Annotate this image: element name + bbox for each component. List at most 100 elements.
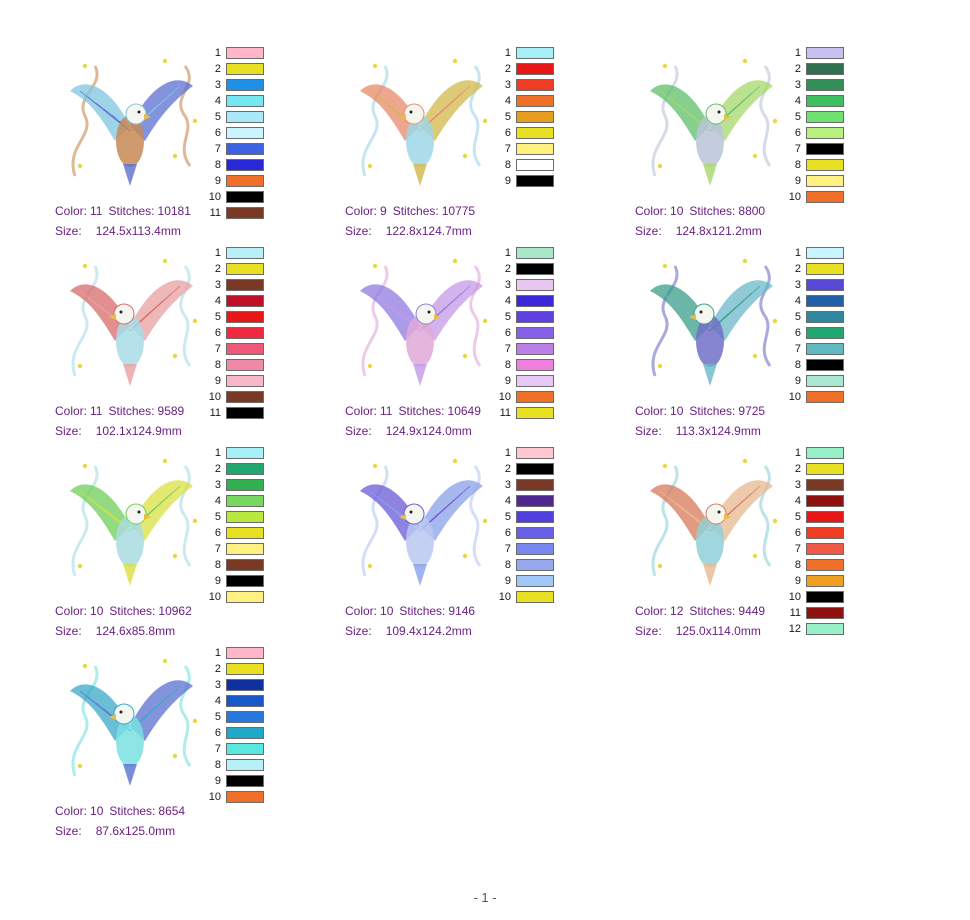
thread-color-number: 10: [208, 591, 221, 603]
thread-color-row: 8: [785, 558, 855, 574]
thread-color-number: 7: [794, 143, 801, 155]
thread-color-row: 10: [785, 390, 855, 406]
thread-color-row: 10: [205, 590, 275, 606]
thread-color-number: 2: [214, 263, 221, 275]
thread-color-number: 11: [209, 407, 221, 419]
thread-color-number: 2: [504, 63, 511, 75]
thread-color-swatch: [226, 511, 264, 523]
thread-color-swatch: [806, 543, 844, 555]
thread-color-row: 9: [495, 174, 565, 190]
thread-color-swatch: [806, 247, 844, 259]
thread-color-row: 8: [495, 558, 565, 574]
thread-color-swatch: [516, 447, 554, 459]
thread-color-swatch: [226, 343, 264, 355]
thread-color-row: 2: [205, 262, 275, 278]
thread-color-row: 1: [495, 446, 565, 462]
stitches-label: Stitches:: [392, 204, 439, 218]
thread-color-list: 1 2 3 4 5 6 7 8 9 10 11 12: [785, 446, 855, 638]
thread-color-row: 4: [205, 94, 275, 110]
thread-color-row: 7: [495, 342, 565, 358]
stitches-label: Stitches:: [108, 204, 155, 218]
thread-color-swatch: [806, 111, 844, 123]
thread-color-number: 9: [214, 175, 221, 187]
eagle-design-thumbnail: [345, 246, 495, 396]
thread-color-swatch: [516, 391, 554, 403]
thread-color-number: 8: [214, 759, 221, 771]
thread-color-swatch: [806, 447, 844, 459]
color-label: Color:: [55, 804, 88, 818]
thread-color-swatch: [226, 263, 264, 275]
thread-color-swatch: [806, 311, 844, 323]
stitch-count: 9449: [738, 604, 766, 618]
thread-color-swatch: [226, 247, 264, 259]
thread-color-row: 2: [495, 462, 565, 478]
thread-color-number: 9: [214, 375, 221, 387]
size-line: Size: 113.3x124.9mm: [635, 421, 765, 441]
thread-color-swatch: [806, 479, 844, 491]
color-stitches-line: Color: 10 Stitches: 9725: [635, 401, 765, 421]
stitches-label: Stitches:: [689, 204, 736, 218]
design-info: Color: 9 Stitches: 10775 Size: 122.8x124.7mm: [345, 201, 475, 241]
thread-color-number: 1: [504, 47, 511, 59]
eagle-design-thumbnail: [345, 446, 495, 596]
thread-color-row: 6: [785, 526, 855, 542]
thread-color-row: 5: [785, 110, 855, 126]
color-count: 10: [90, 604, 104, 618]
size-label: Size:: [635, 424, 662, 438]
thread-color-swatch: [226, 95, 264, 107]
thread-color-swatch: [516, 279, 554, 291]
size-line: Size: 87.6x125.0mm: [55, 821, 185, 841]
eagle-design-thumbnail: [635, 246, 785, 396]
thread-color-swatch: [226, 591, 264, 603]
eagle-embroidery-icon: [360, 58, 488, 186]
thread-color-number: 3: [504, 279, 511, 291]
size-line: Size: 122.8x124.7mm: [345, 221, 475, 241]
thread-color-swatch: [806, 263, 844, 275]
thread-color-number: 9: [504, 175, 511, 187]
thread-color-number: 5: [504, 311, 511, 323]
page-number: - 1 -: [473, 890, 497, 905]
thread-color-swatch: [226, 311, 264, 323]
thread-color-number: 7: [504, 343, 511, 355]
thread-color-row: 7: [495, 142, 565, 158]
thread-color-swatch: [806, 95, 844, 107]
thread-color-number: 2: [794, 263, 801, 275]
color-label: Color:: [55, 204, 88, 218]
thread-color-number: 8: [214, 359, 221, 371]
thread-color-number: 5: [214, 111, 221, 123]
thread-color-number: 4: [504, 495, 511, 507]
size-label: Size:: [635, 224, 662, 238]
thread-color-swatch: [516, 591, 554, 603]
thread-color-swatch: [226, 743, 264, 755]
thread-color-row: 4: [205, 294, 275, 310]
thread-color-row: 4: [205, 494, 275, 510]
thread-color-row: 12: [785, 622, 855, 638]
thread-color-number: 4: [504, 295, 511, 307]
thread-color-swatch: [226, 375, 264, 387]
design-block: 1 2 3 4 5 6 7 8 9 10 11 Color: 11 Stitches: 10649 Size:…: [345, 246, 645, 446]
thread-color-row: 10: [785, 590, 855, 606]
thread-color-row: 11: [495, 406, 565, 422]
color-stitches-line: Color: 10 Stitches: 8800: [635, 201, 765, 221]
thread-color-swatch: [806, 343, 844, 355]
stitch-count: 9725: [738, 404, 766, 418]
eagle-design-thumbnail: [635, 446, 785, 596]
thread-color-number: 7: [214, 343, 221, 355]
thread-color-number: 3: [214, 679, 221, 691]
eagle-design-thumbnail: [55, 646, 205, 796]
stitches-label: Stitches:: [689, 604, 736, 618]
thread-color-swatch: [226, 63, 264, 75]
thread-color-number: 2: [504, 463, 511, 475]
thread-color-row: 5: [205, 510, 275, 526]
thread-color-row: 3: [495, 78, 565, 94]
thread-color-number: 5: [214, 311, 221, 323]
thread-color-number: 8: [504, 559, 511, 571]
color-stitches-line: Color: 10 Stitches: 8654: [55, 801, 185, 821]
size-label: Size:: [345, 224, 372, 238]
thread-color-row: 10: [785, 190, 855, 206]
thread-color-swatch: [806, 495, 844, 507]
thread-color-number: 1: [214, 47, 221, 59]
thread-color-row: 4: [205, 694, 275, 710]
thread-color-swatch: [516, 263, 554, 275]
thread-color-row: 8: [205, 358, 275, 374]
